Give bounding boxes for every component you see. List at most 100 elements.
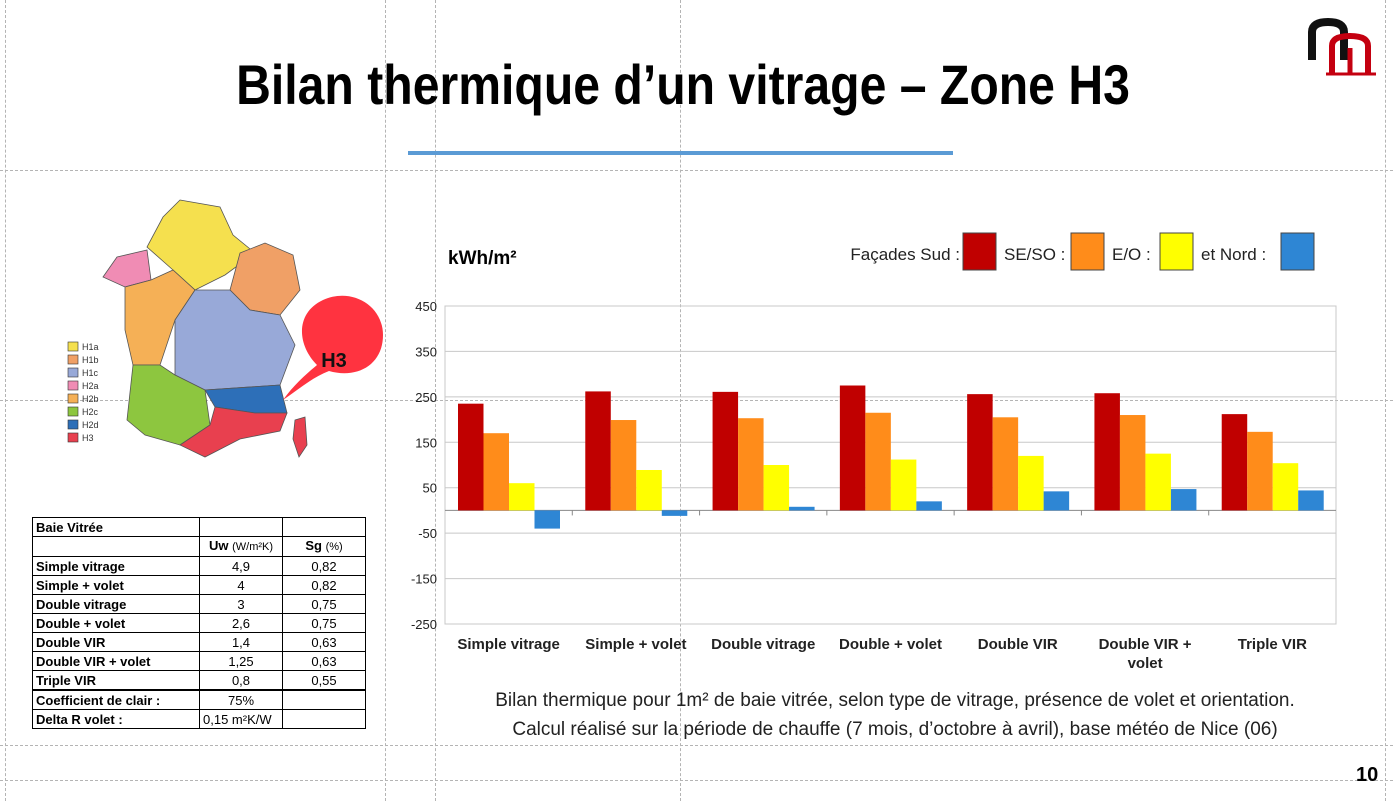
table-row: Coefficient de clair :75% [32,689,366,710]
legend-label: H2d [82,420,99,430]
guide-line [0,780,1393,781]
y-tick-label: 450 [415,299,437,314]
row-label: Double VIR + volet [32,651,200,671]
x-tick-label: Simple vitrage [457,636,560,653]
chart-caption: Bilan thermique pour 1m² de baie vitrée,… [440,686,1350,744]
y-tick-label: 250 [415,390,437,405]
y-axis-unit-label: kWh/m² [448,248,517,269]
bar [865,412,891,511]
legend-label: H2a [82,381,99,391]
bar [992,417,1019,511]
bar [1119,415,1146,511]
bar [1018,455,1044,511]
y-tick-label: -150 [411,572,437,587]
bar [483,433,509,511]
delta-r-value: 0,15 m²K/W [199,709,283,729]
bar [1298,490,1324,511]
legend-swatch [1070,232,1105,271]
bar [1247,431,1273,511]
bar [967,394,993,511]
legend-label: H3 [82,433,94,443]
y-tick-label: 50 [423,481,437,496]
caption-line-1: Bilan thermique pour 1m² de baie vitrée,… [495,690,1295,711]
guide-line [680,0,681,801]
table-row: Double vitrage 3 0,75 [32,594,366,614]
title-underline [408,151,953,155]
sg-value: 0,82 [282,575,366,595]
legend-prefix: Façades Sud : [850,245,960,264]
x-tick-label: Double vitrage [711,636,815,653]
table-row: Simple + volet 4 0,82 [32,575,366,595]
chart-legend: Façades Sud : SE/SO : E/O : et Nord : [850,232,1315,271]
legend-label: SE/SO : [1004,245,1065,264]
y-tick-label: -250 [411,617,437,632]
legend-item: H2a [67,380,99,391]
bar [585,391,611,511]
uw-value: 1,25 [199,651,283,671]
coefficient-label: Coefficient de clair : [32,689,200,710]
plot-area: 450 350 250 150 50 -50 -150 -250 Simple vitrage S… [411,299,1337,672]
guide-line [1385,0,1386,801]
column-header-uw: Uw (W/m²K) [199,536,283,557]
x-tick-label: Simple + volet [585,636,686,653]
bar [1170,489,1197,511]
y-tick-label: -50 [418,526,437,541]
sg-value: 0,82 [282,556,366,576]
sg-unit: (%) [325,541,343,553]
bar [839,385,866,511]
x-tick-label: Triple VIR [1238,636,1307,653]
legend-label: H2b [82,394,99,404]
y-tick-label: 150 [415,435,437,450]
legend-label: H1b [82,355,99,365]
table-row: Triple VIR 0,8 0,55 [32,670,366,691]
bar [1094,393,1120,511]
sg-value: 0,63 [282,632,366,652]
guide-line [435,0,436,801]
bar [890,459,917,511]
table-row: Double VIR 1,4 0,63 [32,632,366,652]
legend-item: H1b [67,354,99,365]
guide-line [0,170,1393,171]
sg-value: 0,55 [282,670,366,691]
table-row: Delta R volet :0,15 m²K/W [32,709,366,729]
sg-label: Sg [305,538,322,553]
bar [636,469,662,511]
uw-value: 2,6 [199,613,283,633]
coefficient-value: 75% [199,689,283,710]
legend-swatch [1159,232,1194,271]
bar [534,510,560,529]
uw-value: 1,4 [199,632,283,652]
table-row: Double VIR + volet 1,25 0,63 [32,651,366,671]
legend-item: H1a [67,341,99,352]
slide-title: Bilan thermique d’un vitrage – Zone H3 [236,53,1130,116]
guide-line [5,0,6,801]
x-tick-label: Double + volet [839,636,942,653]
row-label: Simple vitrage [32,556,200,576]
zone-legend: H1a H1b H1c H2a H2b H2c H2d H3 [67,341,99,443]
thermal-balance-bar-chart: kWh/m² Façades Sud : SE/SO : E/O : et Nord … [411,232,1337,672]
bar [738,418,764,511]
legend-item: H2d [67,419,99,430]
legend-label: H1a [82,342,99,352]
delta-r-label: Delta R volet : [32,709,200,729]
legend-item: H2b [67,393,99,404]
guide-line [0,745,1393,746]
guide-line [385,0,386,801]
column-header-sg: Sg (%) [282,536,366,557]
bar [1145,453,1171,511]
guide-line [0,400,1393,401]
legend-label: E/O : [1112,245,1151,264]
h3-callout-label: H3 [321,350,347,372]
uw-value: 4 [199,575,283,595]
bar [509,483,535,511]
bar [712,391,739,511]
bar [916,501,942,511]
uw-value: 0,8 [199,670,283,691]
legend-swatch [1280,232,1315,271]
bar [458,403,484,511]
company-logo [1308,18,1376,76]
row-label: Double VIR [32,632,200,652]
glazing-spec-table: Baie Vitrée Uw (W/m²K) Sg (%) Simple vit… [32,517,366,729]
legend-item: H1c [67,367,99,378]
bar [661,510,688,516]
